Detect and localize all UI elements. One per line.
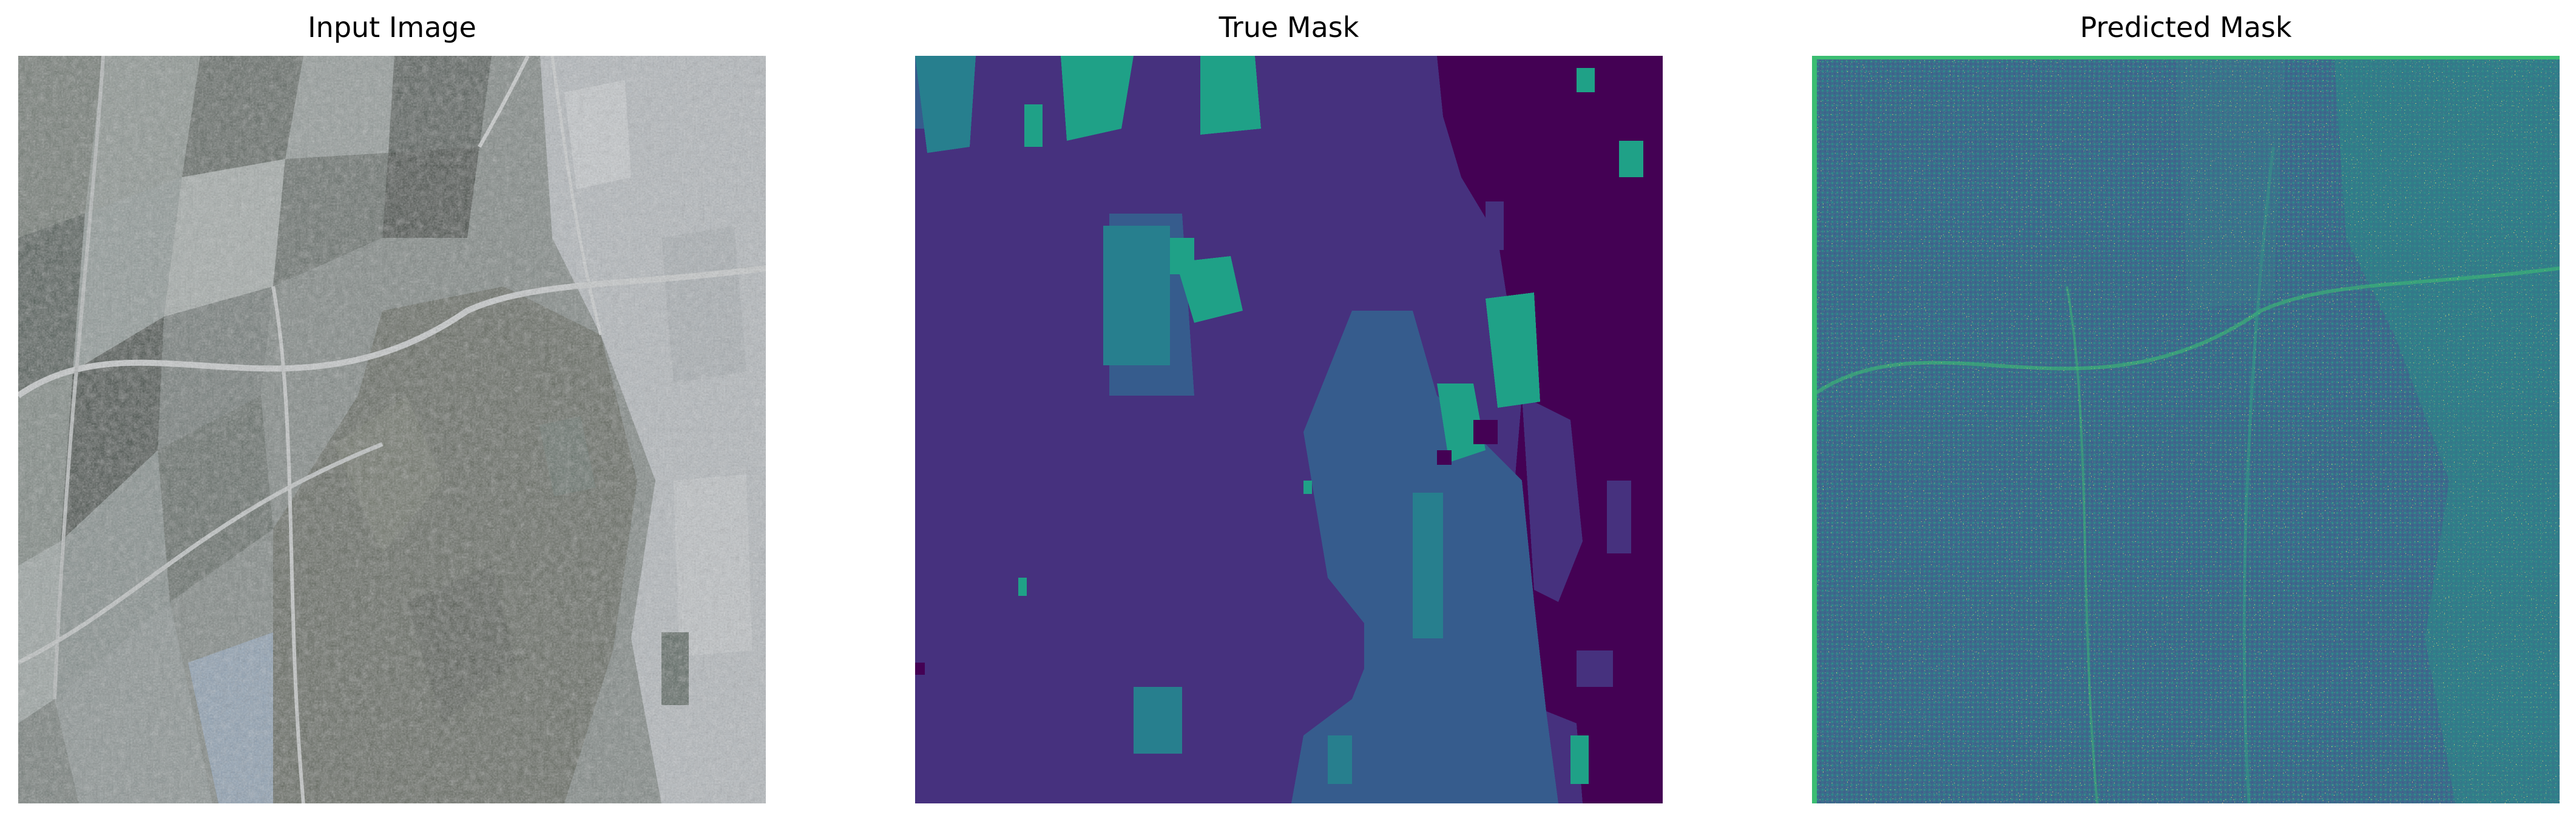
true-mask-panel: True Mask bbox=[915, 0, 1663, 821]
panel-title-predicted-mask: Predicted Mask bbox=[2080, 11, 2292, 44]
input-satellite-image bbox=[18, 56, 766, 803]
panel-title-true-mask: True Mask bbox=[1219, 11, 1359, 44]
input-image-panel: Input Image bbox=[18, 0, 766, 821]
true-mask-image bbox=[915, 56, 1663, 803]
predicted-mask-image bbox=[1812, 56, 2560, 803]
panel-title-input-image: Input Image bbox=[308, 11, 476, 44]
predicted-mask-panel: Predicted Mask bbox=[1812, 0, 2560, 821]
